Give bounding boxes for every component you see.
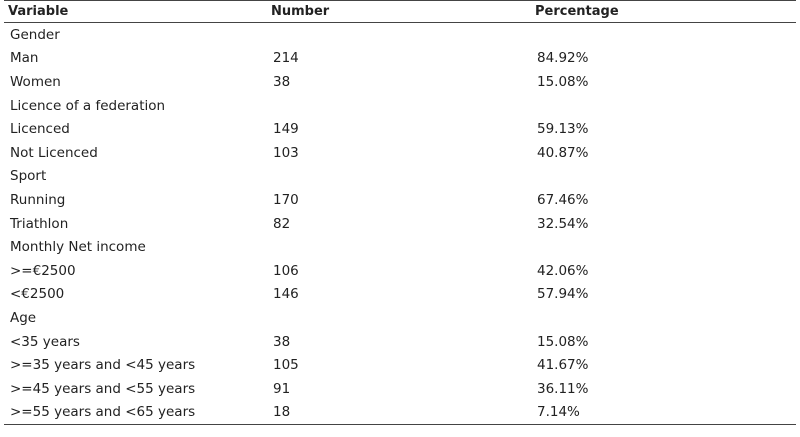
table-row: >=45 years and <55 years 91 36.11% (4, 377, 796, 401)
cell-number: 38 (273, 333, 291, 350)
table-row: Licenced 149 59.13% (4, 117, 796, 141)
table-body: Gender Man 214 84.92% Women 38 15.08% Licence o… (4, 23, 796, 426)
cell-variable: Age (10, 309, 37, 326)
cell-number (267, 94, 531, 118)
cell-percentage (531, 23, 796, 47)
cell-variable: Triathlon (10, 215, 69, 232)
cell-number: 146 (273, 286, 299, 303)
cell-number: 82 (273, 215, 291, 232)
cell-variable: Licence of a federation (10, 97, 166, 114)
table-row: <€2500 146 57.94% (4, 283, 796, 307)
cell-variable: >=45 years and <55 years (10, 380, 196, 397)
table-header: Variable Number Percentage (4, 0, 796, 23)
cell-percentage: 67.46% (537, 191, 589, 208)
cell-number: 103 (273, 144, 299, 161)
cell-percentage (531, 165, 796, 189)
cell-percentage: 41.67% (537, 357, 589, 374)
header-variable: Variable (4, 0, 267, 23)
cell-percentage: 32.54% (537, 215, 589, 232)
data-table: Variable Number Percentage Gender Man 214 8… (4, 0, 796, 426)
cell-variable: Running (10, 191, 66, 208)
table-row: Gender (4, 23, 796, 47)
table-row: >=€2500 106 42.06% (4, 259, 796, 283)
table-row: Licence of a federation (4, 94, 796, 118)
cell-variable: Not Licenced (10, 144, 98, 161)
cell-number: 214 (273, 50, 299, 67)
cell-variable: Monthly Net income (10, 239, 146, 256)
cell-number: 18 (267, 400, 531, 426)
table-row: >=35 years and <45 years 105 41.67% (4, 353, 796, 377)
cell-number (267, 23, 531, 47)
cell-number (267, 165, 531, 189)
cell-number: 38 (273, 73, 291, 90)
table-row: Running 170 67.46% (4, 188, 796, 212)
cell-variable: Women (10, 73, 61, 90)
cell-variable: <€2500 (10, 286, 65, 303)
cell-variable: >=35 years and <45 years (10, 357, 196, 374)
cell-percentage: 84.92% (537, 50, 589, 67)
table-row: >=55 years and <65 years 18 7.14% (4, 400, 796, 426)
header-percentage: Percentage (531, 0, 796, 23)
table-row: Monthly Net income (4, 235, 796, 259)
cell-variable: <35 years (10, 333, 80, 350)
cell-variable: Man (10, 50, 39, 67)
table-row: Triathlon 82 32.54% (4, 212, 796, 236)
cell-variable: Gender (10, 26, 60, 43)
cell-variable: Licenced (10, 121, 70, 138)
cell-number: 106 (273, 262, 299, 279)
cell-variable: Sport (10, 168, 47, 185)
table-row: Age (4, 306, 796, 330)
table-row: <35 years 38 15.08% (4, 330, 796, 354)
cell-percentage: 42.06% (537, 262, 589, 279)
cell-percentage: 15.08% (537, 333, 589, 350)
cell-percentage: 59.13% (537, 121, 589, 138)
cell-percentage (531, 235, 796, 259)
cell-number: 149 (273, 121, 299, 138)
cell-percentage: 40.87% (537, 144, 589, 161)
cell-percentage: 57.94% (537, 286, 589, 303)
table-row: Man 214 84.92% (4, 47, 796, 71)
cell-percentage: 36.11% (537, 380, 589, 397)
cell-percentage: 7.14% (531, 400, 796, 426)
cell-number: 91 (273, 380, 291, 397)
data-table-container: Variable Number Percentage Gender Man 214 8… (4, 0, 796, 426)
table-row: Sport (4, 165, 796, 189)
header-row: Variable Number Percentage (4, 0, 796, 23)
table-row: Not Licenced 103 40.87% (4, 141, 796, 165)
header-number: Number (267, 0, 531, 23)
cell-percentage (531, 94, 796, 118)
table-row: Women 38 15.08% (4, 70, 796, 94)
cell-number (267, 306, 531, 330)
cell-number (267, 235, 531, 259)
cell-number: 105 (273, 357, 299, 374)
cell-variable: >=€2500 (10, 262, 76, 279)
cell-percentage (531, 306, 796, 330)
cell-percentage: 15.08% (537, 73, 589, 90)
cell-variable: >=55 years and <65 years (4, 400, 267, 426)
cell-number: 170 (273, 191, 299, 208)
